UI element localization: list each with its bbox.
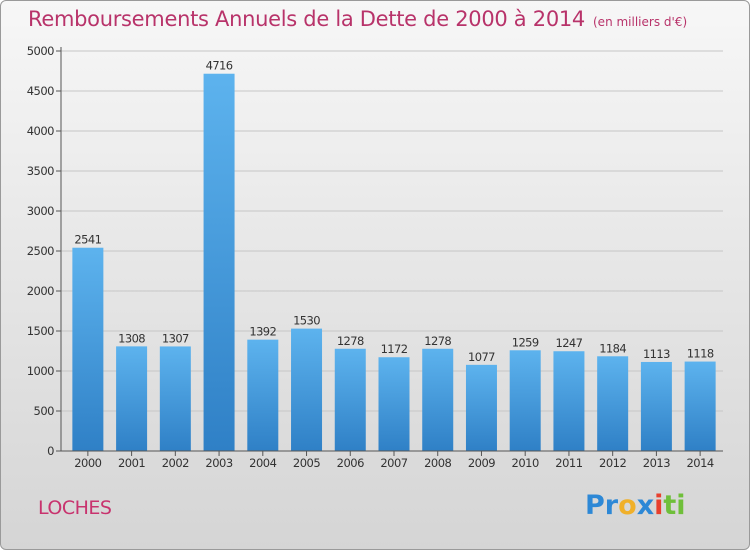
x-tick-label: 2013 — [643, 456, 670, 470]
bar — [116, 346, 148, 451]
bar-value-label: 1113 — [643, 347, 670, 361]
logo-letter: i — [676, 490, 686, 521]
x-axis: 2000 2001 2002 2003 2004 2005 2006 2007 2008 2009… — [61, 450, 723, 470]
bar — [509, 350, 541, 451]
bar-value-label: 1077 — [468, 350, 495, 364]
x-tick-label: 2004 — [249, 456, 276, 470]
bar-value-label: 1247 — [555, 336, 582, 350]
x-tick-label: 2000 — [74, 456, 101, 470]
bar — [597, 356, 629, 451]
x-tick-label: 2002 — [162, 456, 189, 470]
bar-value-label: 1118 — [687, 347, 714, 361]
bar-value-label: 1172 — [381, 342, 408, 356]
bar — [640, 361, 672, 451]
bar-value-label: 1184 — [599, 341, 626, 355]
unit-note: (en milliers d'€) — [593, 15, 688, 29]
y-tick-label: 5000 — [27, 44, 54, 58]
y-tick-label: 2500 — [27, 244, 54, 258]
y-tick-label: 0 — [47, 444, 54, 458]
logo-letter: r — [604, 490, 619, 521]
x-tick-label: 2008 — [424, 456, 451, 470]
y-tick-label: 4500 — [27, 84, 54, 98]
bar — [72, 247, 104, 451]
bar — [203, 73, 235, 451]
logo-letter: P — [585, 490, 605, 521]
bar — [378, 357, 410, 451]
bar — [684, 361, 716, 451]
bar — [422, 348, 454, 451]
bar-value-label: 2541 — [74, 233, 101, 247]
bar — [465, 364, 497, 451]
bar — [159, 346, 191, 451]
x-tick-label: 2005 — [293, 456, 320, 470]
y-tick-label: 1500 — [27, 324, 54, 338]
bar-value-label: 1307 — [162, 331, 189, 345]
bar-value-label: 1278 — [424, 334, 451, 348]
city-label: LOCHES — [38, 497, 112, 519]
x-tick-label: 2011 — [555, 456, 582, 470]
y-tick-label: 1000 — [27, 364, 54, 378]
x-tick-label: 2014 — [686, 456, 713, 470]
bar — [247, 339, 279, 451]
x-tick-label: 2006 — [337, 456, 364, 470]
bar-value-label: 1278 — [337, 334, 364, 348]
bar — [334, 348, 366, 451]
x-tick-label: 2012 — [599, 456, 626, 470]
bar-value-label: 1259 — [512, 335, 539, 349]
bar-value-label: 1308 — [118, 331, 145, 345]
logo-letter: t — [663, 490, 677, 521]
bar-value-label: 1392 — [249, 325, 276, 339]
logo-letter: i — [654, 490, 664, 521]
title-text: Remboursements Annuels de la Dette de 20… — [28, 7, 585, 31]
x-tick-label: 2010 — [512, 456, 539, 470]
y-tick-label: 3500 — [27, 164, 54, 178]
bars: 2541 1308 1307 4716 1392 1530 1278 1172 1278 1077… — [72, 59, 716, 451]
logo-letter: x — [636, 490, 655, 521]
bar — [553, 351, 585, 451]
y-tick-label: 4000 — [27, 124, 54, 138]
y-axis: 0 500 1000 1500 2000 2500 3000 3500 4000 4500 5000 — [27, 44, 62, 458]
y-tick-label: 2000 — [27, 284, 54, 298]
x-tick-label: 2009 — [468, 456, 495, 470]
chart-title: Remboursements Annuels de la Dette de 20… — [28, 7, 687, 31]
x-tick-label: 2001 — [118, 456, 145, 470]
y-tick-label: 500 — [34, 404, 55, 418]
proxiti-logo: Proxiti — [585, 490, 686, 521]
bar-value-label: 1530 — [293, 314, 320, 328]
bar — [291, 328, 323, 451]
bar-value-label: 4716 — [206, 59, 233, 73]
x-tick-label: 2003 — [205, 456, 232, 470]
x-tick-label: 2007 — [380, 456, 407, 470]
logo-letter: o — [618, 490, 637, 521]
y-tick-label: 3000 — [27, 204, 54, 218]
